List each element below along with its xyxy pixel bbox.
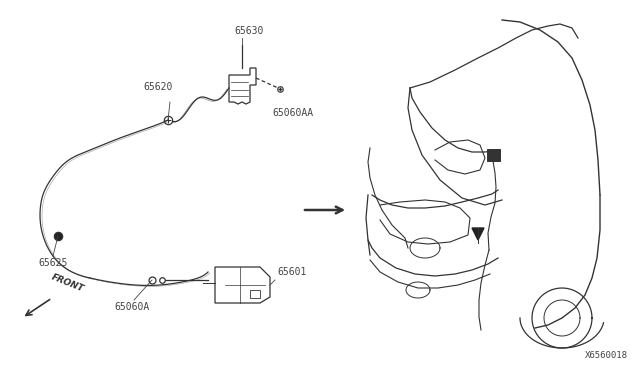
Polygon shape [472,228,484,240]
Text: 65630: 65630 [234,26,264,36]
Text: 65060A: 65060A [114,302,149,312]
Text: 65601: 65601 [277,267,307,277]
Text: FRONT: FRONT [50,273,85,294]
Text: 65620: 65620 [143,82,172,92]
Bar [250,290,260,298]
Bar [487,149,500,161]
Text: 65060AA: 65060AA [272,108,313,118]
Text: X6560018: X6560018 [585,351,628,360]
Text: 65625: 65625 [38,258,67,268]
